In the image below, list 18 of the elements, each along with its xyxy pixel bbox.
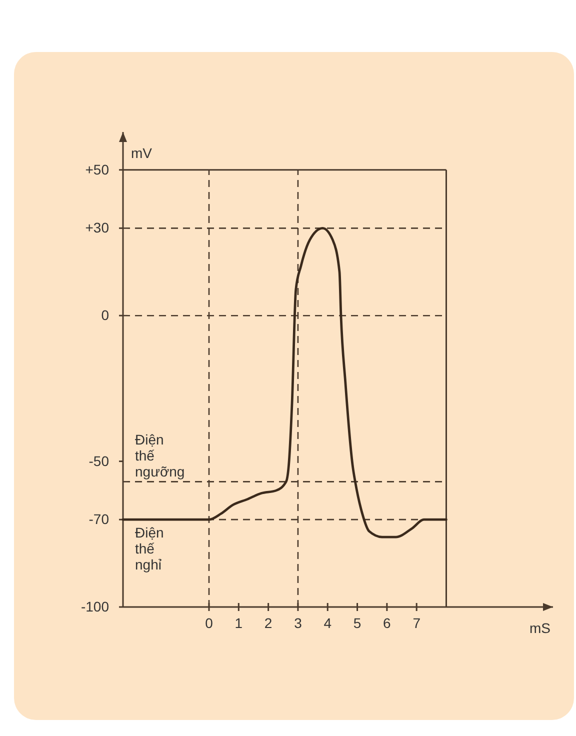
y-tick-label: +50 <box>85 161 110 178</box>
x-tick-label: 7 <box>412 615 421 632</box>
x-tick-label: 1 <box>234 615 243 632</box>
x-tick-label: 2 <box>264 615 272 632</box>
y-tick-label: -50 <box>88 452 110 469</box>
y-axis-title: mV <box>131 145 153 161</box>
y-tick-label: -100 <box>80 598 110 614</box>
x-tick-label: 0 <box>205 615 214 632</box>
ref-line-label: Điện thế ngưỡng <box>135 432 185 480</box>
y-tick-label: 0 <box>101 307 110 324</box>
ref-line-label: Điện thế nghỉ <box>135 524 164 573</box>
y-tick-label: -70 <box>88 511 110 528</box>
x-tick-label: 6 <box>383 615 392 632</box>
x-axis-title: mS <box>530 620 550 636</box>
x-tick-label: 5 <box>353 615 362 632</box>
y-tick-label: +30 <box>85 220 110 236</box>
x-tick-label: 4 <box>324 615 332 632</box>
x-tick-label: 3 <box>294 615 302 632</box>
